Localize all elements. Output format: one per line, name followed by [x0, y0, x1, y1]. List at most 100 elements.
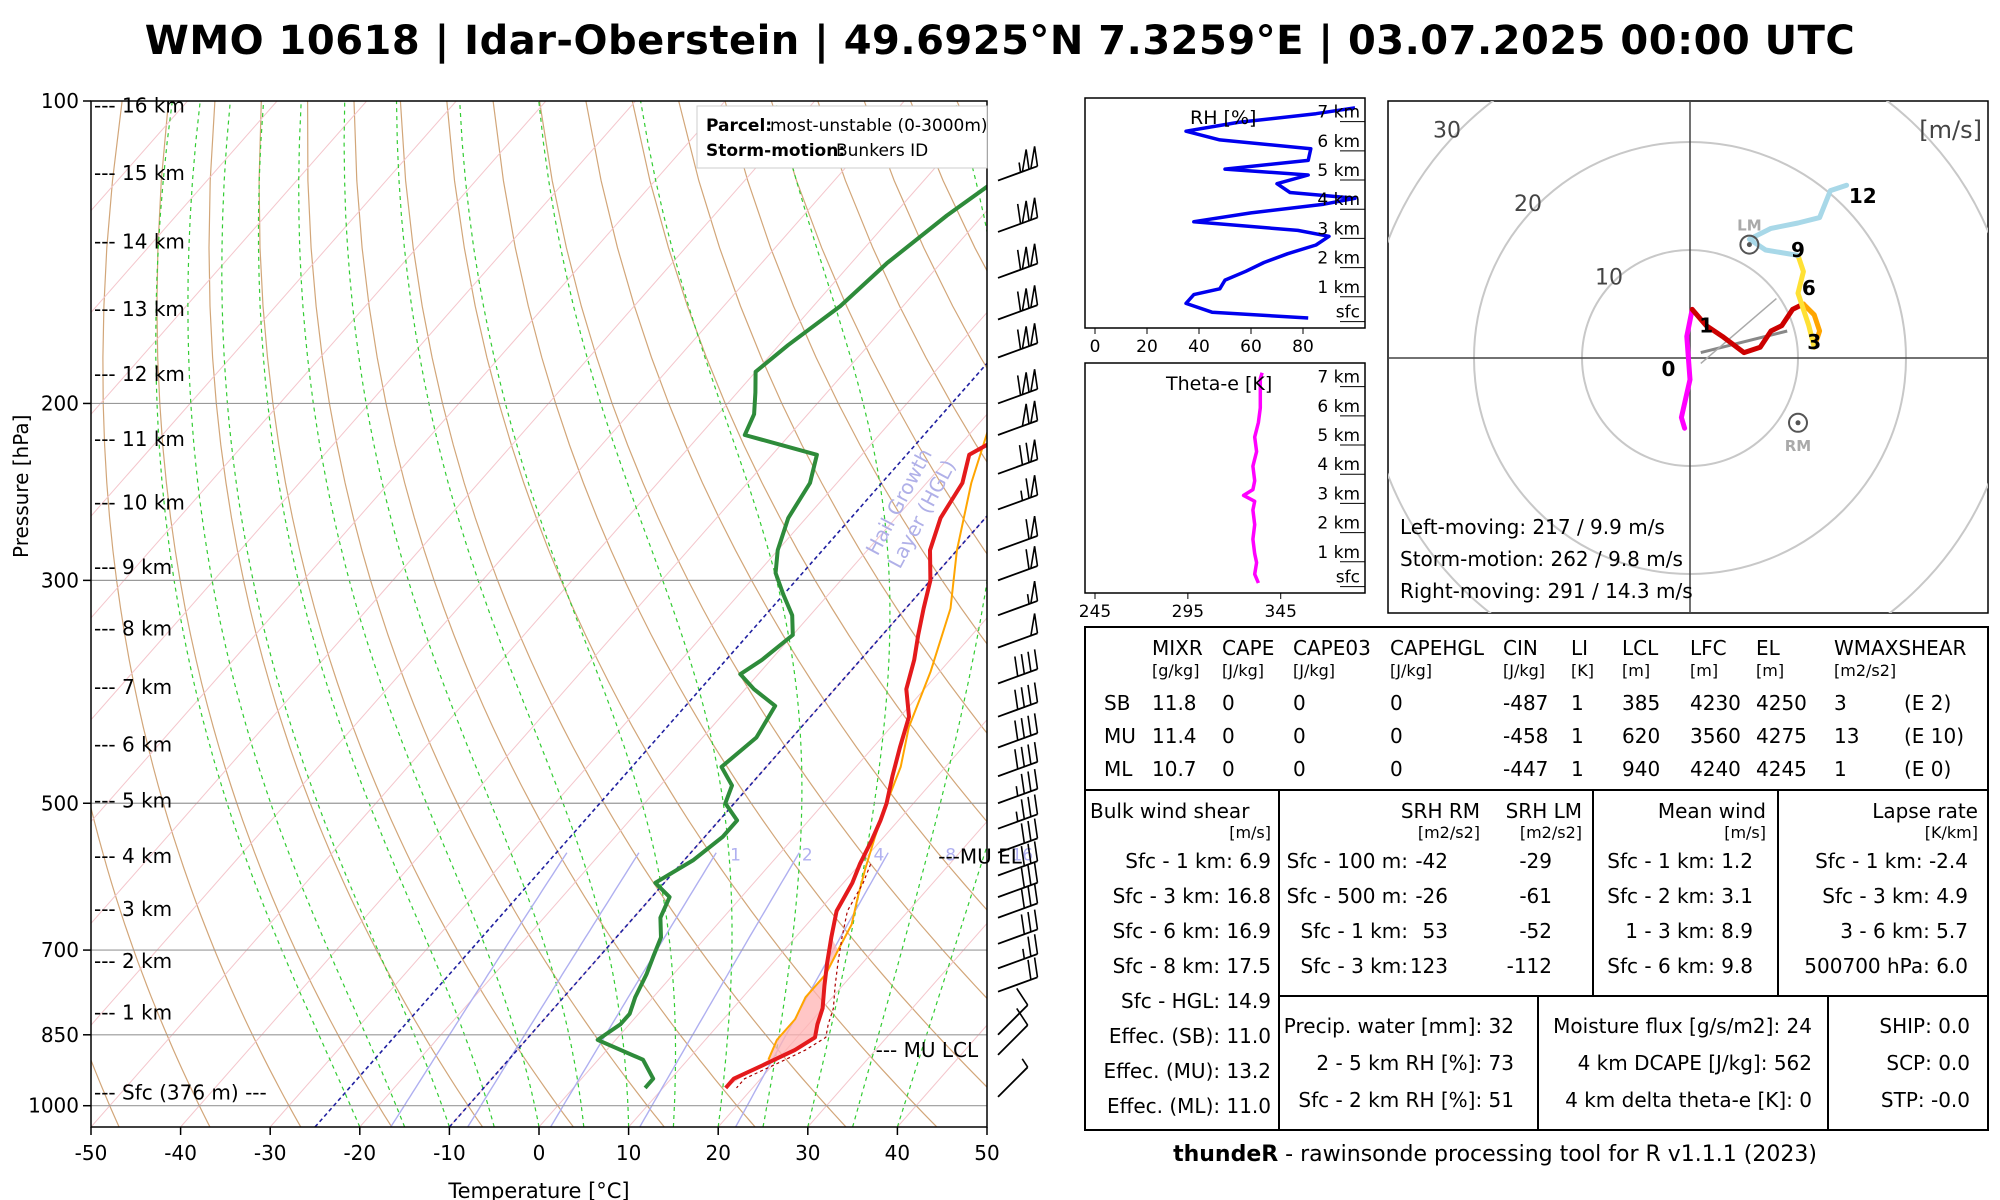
x-tick-label: 50	[974, 1141, 999, 1165]
wet-adiabat	[343, 101, 585, 1127]
table-cell: 11.8	[1152, 691, 1197, 715]
hodograph-panel: 10 20 30 40 01 3 6 9 12 LM RM [m/s] Left-moving: 2…	[1387, 100, 1989, 614]
table-cell: -458	[1503, 724, 1548, 748]
table-cell: 3560	[1690, 724, 1741, 748]
dry-adiabat	[208, 101, 484, 1127]
legend-motion-value: Bunkers ID	[836, 141, 928, 161]
skew-t-axes: -50 -40 -30 -20 -10 0 10 20 30 40 50 100 200 300 500 70…	[28, 89, 1033, 1165]
isotherm	[91, 101, 816, 925]
barb-half	[1020, 490, 1024, 501]
x-tick-label: 80	[1292, 337, 1314, 357]
block-title: Lapse rate	[1872, 799, 1978, 823]
barb-staff	[997, 1004, 1029, 1036]
table-unit: [m2/s2]	[1834, 661, 1896, 680]
table-unit: [m]	[1690, 661, 1718, 680]
block-title: SRH RM	[1401, 799, 1480, 823]
wind-barb	[997, 1058, 1029, 1098]
flux-row: Moisture flux [g/s/m2]: 24	[1553, 1014, 1812, 1038]
profile-line	[1184, 106, 1357, 320]
barb-flag	[1030, 285, 1039, 308]
table-cell: 940	[1622, 757, 1660, 781]
barb-full	[1014, 720, 1019, 741]
barb-full	[1027, 744, 1032, 765]
height-label: --- 2 km	[94, 949, 172, 973]
height-tick-label: sfc	[1336, 303, 1360, 323]
wind-barb	[997, 146, 1039, 182]
lapse-rate-row: Sfc - 3 km: 4.9	[1822, 884, 1968, 908]
table-cell: 0	[1390, 724, 1403, 748]
barb-full	[1027, 771, 1032, 792]
barb-half	[1022, 948, 1026, 959]
wet-adiabat	[538, 101, 733, 1127]
barb-full	[1033, 909, 1039, 930]
height-label: --- 9 km	[94, 555, 172, 579]
isotherm	[91, 101, 457, 517]
barb-full	[1020, 867, 1026, 888]
height-tick-label: 3 km	[1317, 484, 1360, 504]
skew-t-background-lines	[0, 101, 987, 1131]
table-cell: 0	[1222, 757, 1235, 781]
dry-adiabat	[91, 805, 211, 1127]
x-tick-label: 0	[533, 1141, 546, 1165]
table-unit: [J/kg]	[1503, 661, 1545, 680]
barb-flag	[1030, 475, 1039, 498]
wind-barb	[997, 934, 1039, 970]
y-tick-label: 100	[41, 89, 79, 113]
storm-motion-dot	[1746, 242, 1752, 248]
table-cell: 1	[1571, 724, 1584, 748]
barb-full	[1027, 865, 1032, 886]
shear-vector-secondary	[1700, 298, 1777, 364]
table-header: LCL	[1622, 636, 1659, 660]
block-unit: [m/s]	[1229, 823, 1271, 842]
height-tick-label: sfc	[1336, 568, 1360, 588]
barb-full	[1033, 934, 1039, 955]
table-cell: 0	[1293, 691, 1306, 715]
right-moving-text: Right-moving: 291 / 14.3 m/s	[1400, 579, 1693, 603]
moisture-block: Precip. water [mm]: 32 2 - 5 km RH [%]: 7…	[1284, 1014, 1514, 1112]
wind-barb	[997, 841, 1039, 877]
hodograph-segment	[1678, 306, 1695, 431]
height-label: --- 13 km	[94, 297, 185, 321]
dry-adiabat	[678, 101, 987, 735]
wind-barb	[997, 439, 1039, 475]
mean-wind-row: Sfc - 6 km: 9.8	[1607, 954, 1753, 978]
rh-panel: sfc 1 km 2 km 3 km 4 km 5 km 6 km 7 km 0 20 40 60 80…	[1084, 97, 1366, 357]
isotherm	[538, 617, 987, 1127]
table-header: LI	[1571, 636, 1588, 660]
dewpoint-profile	[595, 184, 987, 1090]
bulk-shear-row: Effec. (ML): 11.0	[1107, 1094, 1271, 1118]
lapse-rate-row: 500700 hPa: 6.0	[1804, 954, 1968, 978]
hodograph-height-label: 3	[1807, 330, 1821, 354]
flux-row: 4 km delta theta-e [K]: 0	[1565, 1088, 1812, 1112]
dry-adiabat	[0, 101, 30, 1131]
storm-motion-label: LM	[1737, 217, 1762, 235]
wind-barb	[997, 883, 1039, 919]
barb-full	[1016, 987, 1029, 1006]
table-cell: 11.4	[1152, 724, 1197, 748]
barb-full	[1027, 684, 1032, 705]
barb-half	[1015, 786, 1019, 797]
height-label: --- 16 km	[94, 93, 185, 117]
barb-flag	[1030, 369, 1039, 392]
dry-adiabat	[585, 101, 987, 911]
barb-flag	[1030, 400, 1039, 424]
height-tick-label: 6 km	[1317, 397, 1360, 417]
barb-full	[1025, 519, 1030, 540]
barb-full	[1033, 713, 1039, 734]
mixing-ratio-label: 1	[730, 846, 741, 866]
table-header: CAPE03	[1293, 636, 1371, 660]
table-cell: 0	[1222, 724, 1235, 748]
barb-full	[1033, 841, 1039, 862]
barb-full	[1014, 656, 1019, 677]
dry-adiabat	[538, 101, 987, 1000]
barb-flag	[1030, 197, 1039, 221]
mixing-ratio-line	[390, 852, 568, 1127]
wind-barb	[997, 197, 1039, 233]
table-cell: 0	[1293, 724, 1306, 748]
mean-wind-row: 1 - 3 km: 8.9	[1625, 919, 1753, 943]
table-cell: 4245	[1756, 757, 1807, 781]
table-row-label: SB	[1104, 691, 1130, 715]
storm-motion-marker	[1788, 412, 1808, 433]
table-header: CIN	[1503, 636, 1538, 660]
barb-staff	[997, 165, 1038, 182]
